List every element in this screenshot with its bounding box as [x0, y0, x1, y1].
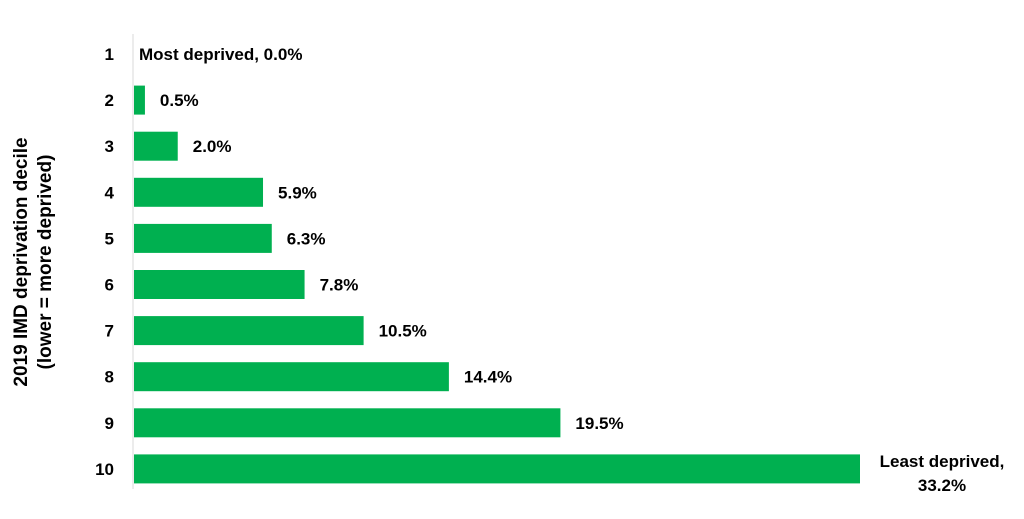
category-label-9: 9 — [105, 414, 114, 433]
y-axis-title: 2019 IMD deprivation decile (lower = mor… — [11, 137, 56, 386]
data-label-decile-5: 6.3% — [287, 229, 326, 248]
bar-decile-2 — [134, 85, 145, 115]
bar-decile-8 — [134, 362, 449, 392]
category-label-10: 10 — [95, 460, 114, 479]
category-label-7: 7 — [105, 322, 114, 341]
data-label-decile-10: Least deprived, 33.2% — [880, 452, 1005, 495]
bar-decile-5 — [134, 223, 272, 253]
data-label-decile-8: 14.4% — [464, 368, 512, 387]
data-label-decile-4: 5.9% — [278, 183, 317, 202]
bars-group — [134, 85, 860, 484]
y-axis-title-line-2: (lower = more deprived) — [35, 155, 56, 370]
bar-decile-10 — [134, 454, 860, 484]
bar-decile-7 — [134, 316, 364, 346]
bar-decile-4 — [134, 177, 264, 207]
category-label-5: 5 — [105, 229, 114, 248]
category-label-1: 1 — [105, 45, 114, 64]
data-label-decile-3: 2.0% — [193, 137, 232, 156]
data-label-decile-1: Most deprived, 0.0% — [139, 45, 302, 64]
category-label-6: 6 — [105, 276, 114, 295]
category-label-4: 4 — [105, 183, 115, 202]
data-label-decile-7: 10.5% — [379, 322, 427, 341]
bar-decile-6 — [134, 270, 305, 299]
data-label-decile-6: 7.8% — [320, 276, 359, 295]
y-axis-title-line-1: 2019 IMD deprivation decile — [11, 137, 32, 386]
category-label-3: 3 — [105, 137, 114, 156]
bar-decile-9 — [134, 408, 561, 438]
bar-decile-3 — [134, 131, 178, 161]
data-labels: Most deprived, 0.0% 0.5% 2.0% 5.9% 6.3% 7.8% 1… — [139, 45, 1004, 495]
category-label-2: 2 — [105, 91, 114, 110]
data-label-decile-2: 0.5% — [160, 91, 199, 110]
category-label-8: 8 — [105, 368, 114, 387]
category-labels: 1 2 3 4 5 6 7 8 9 10 — [95, 45, 114, 479]
data-label-decile-9: 19.5% — [575, 414, 623, 433]
